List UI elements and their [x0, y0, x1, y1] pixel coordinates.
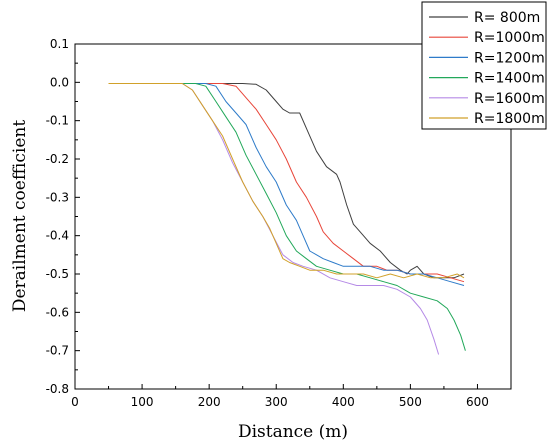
legend-label: R=1600m — [474, 91, 545, 107]
y-axis-title: Derailment coefficient — [10, 120, 30, 312]
x-tick-label: 0 — [71, 395, 79, 409]
y-tick-label: -0.2 — [46, 152, 69, 166]
y-tick-label: -0.6 — [46, 305, 69, 319]
y-tick-label: -0.4 — [46, 229, 69, 243]
legend-label: R= 800m — [474, 10, 540, 26]
x-tick-label: 100 — [131, 395, 154, 409]
x-tick-label: 600 — [466, 395, 489, 409]
plot-lines — [108, 83, 466, 355]
x-axis-title: Distance (m) — [238, 422, 348, 442]
legend: R= 800m R=1000m R=1200m R=1400m R=1600m R=180… — [421, 1, 547, 130]
legend-label: R=1800m — [474, 111, 545, 127]
y-tick-label: -0.1 — [46, 114, 69, 128]
y-tick-label: -0.3 — [46, 190, 69, 204]
legend-box — [421, 1, 547, 130]
y-axis-ticks: 0.1 0.0 -0.1 -0.2 -0.3 -0.4 -0.5 -0.6 -0.7 -0.8 — [46, 37, 80, 396]
y-tick-label: -0.7 — [46, 344, 69, 358]
x-tick-label: 400 — [332, 395, 355, 409]
x-tick-label: 200 — [198, 395, 221, 409]
legend-label: R=1400m — [474, 71, 545, 87]
series-line — [108, 83, 466, 351]
x-tick-label: 300 — [265, 395, 288, 409]
y-tick-label: 0.0 — [50, 75, 69, 89]
legend-label: R=1200m — [474, 50, 545, 66]
series-line — [108, 83, 465, 279]
series-line — [108, 83, 465, 286]
x-tick-label: 500 — [399, 395, 422, 409]
legend-label: R=1000m — [474, 30, 545, 46]
y-tick-label: -0.5 — [46, 267, 69, 281]
y-tick-label: 0.1 — [50, 37, 69, 51]
x-axis-ticks: 0 100 200 300 400 500 600 — [71, 384, 489, 409]
series-line — [108, 83, 465, 279]
y-tick-label: -0.8 — [46, 382, 69, 396]
